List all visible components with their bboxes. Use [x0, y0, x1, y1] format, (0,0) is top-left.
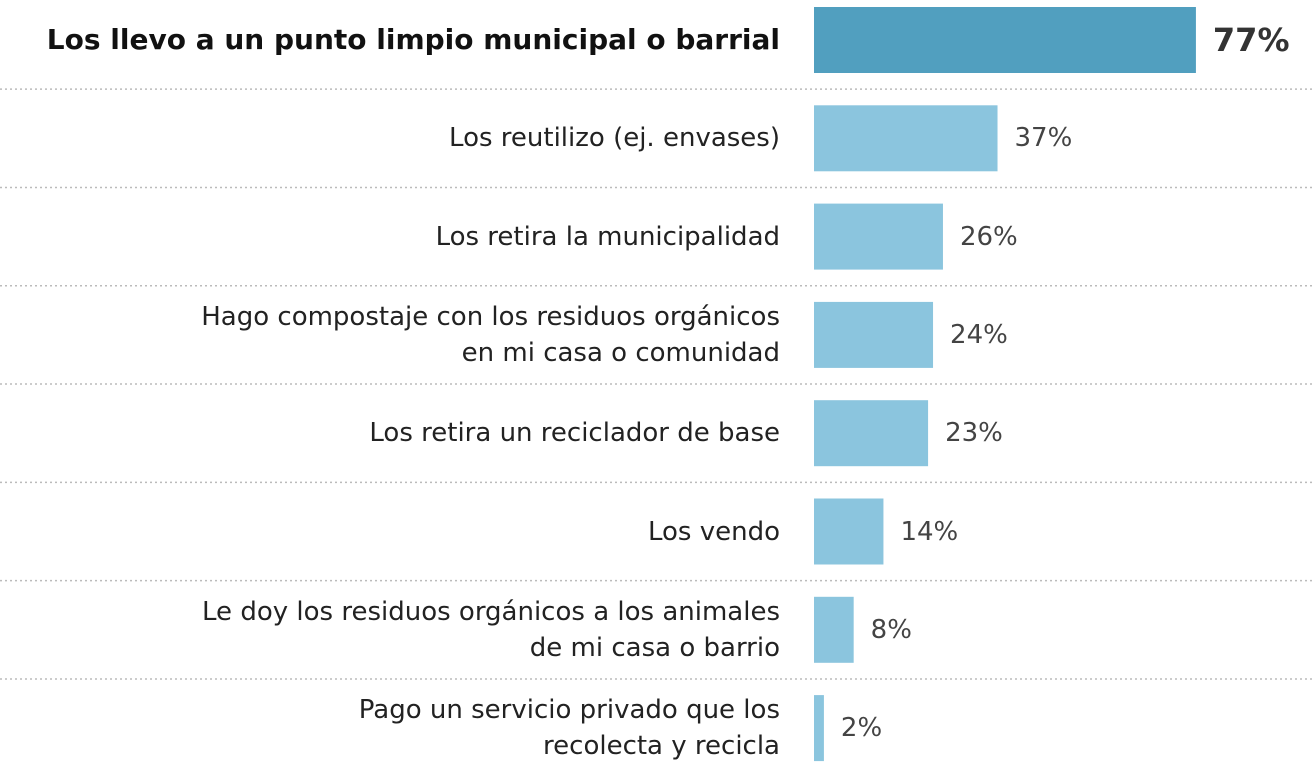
value-label: 8% [870, 614, 912, 645]
category-label: Los retira un reciclador de base [369, 418, 780, 449]
bar [814, 301, 934, 368]
bar [814, 400, 929, 467]
bar [814, 498, 884, 565]
value-label: 77% [1212, 21, 1290, 59]
value-label: 37% [1014, 123, 1073, 154]
value-label: 23% [945, 418, 1003, 449]
bar [814, 105, 998, 172]
bar [814, 695, 824, 762]
value-label: 14% [900, 516, 959, 547]
bar [814, 7, 1196, 73]
value-label: 26% [959, 221, 1018, 252]
category-label: Pago un servicio privado que los recolec… [358, 695, 780, 762]
bar [814, 203, 943, 270]
category-label: Los vendo [647, 516, 780, 547]
value-label: 2% [840, 713, 883, 744]
category-label: Los llevo a un punto limpio municipal o … [46, 23, 780, 56]
category-label: Los reutilizo (ej. envases) [449, 123, 780, 154]
category-label: Hago compostaje con los residuos orgánic… [201, 301, 780, 368]
category-label: Le doy los residuos orgánicos a los anim… [202, 596, 780, 663]
category-label: Los retira la municipalidad [435, 221, 780, 252]
value-label: 24% [950, 319, 1008, 350]
bar [814, 596, 854, 663]
